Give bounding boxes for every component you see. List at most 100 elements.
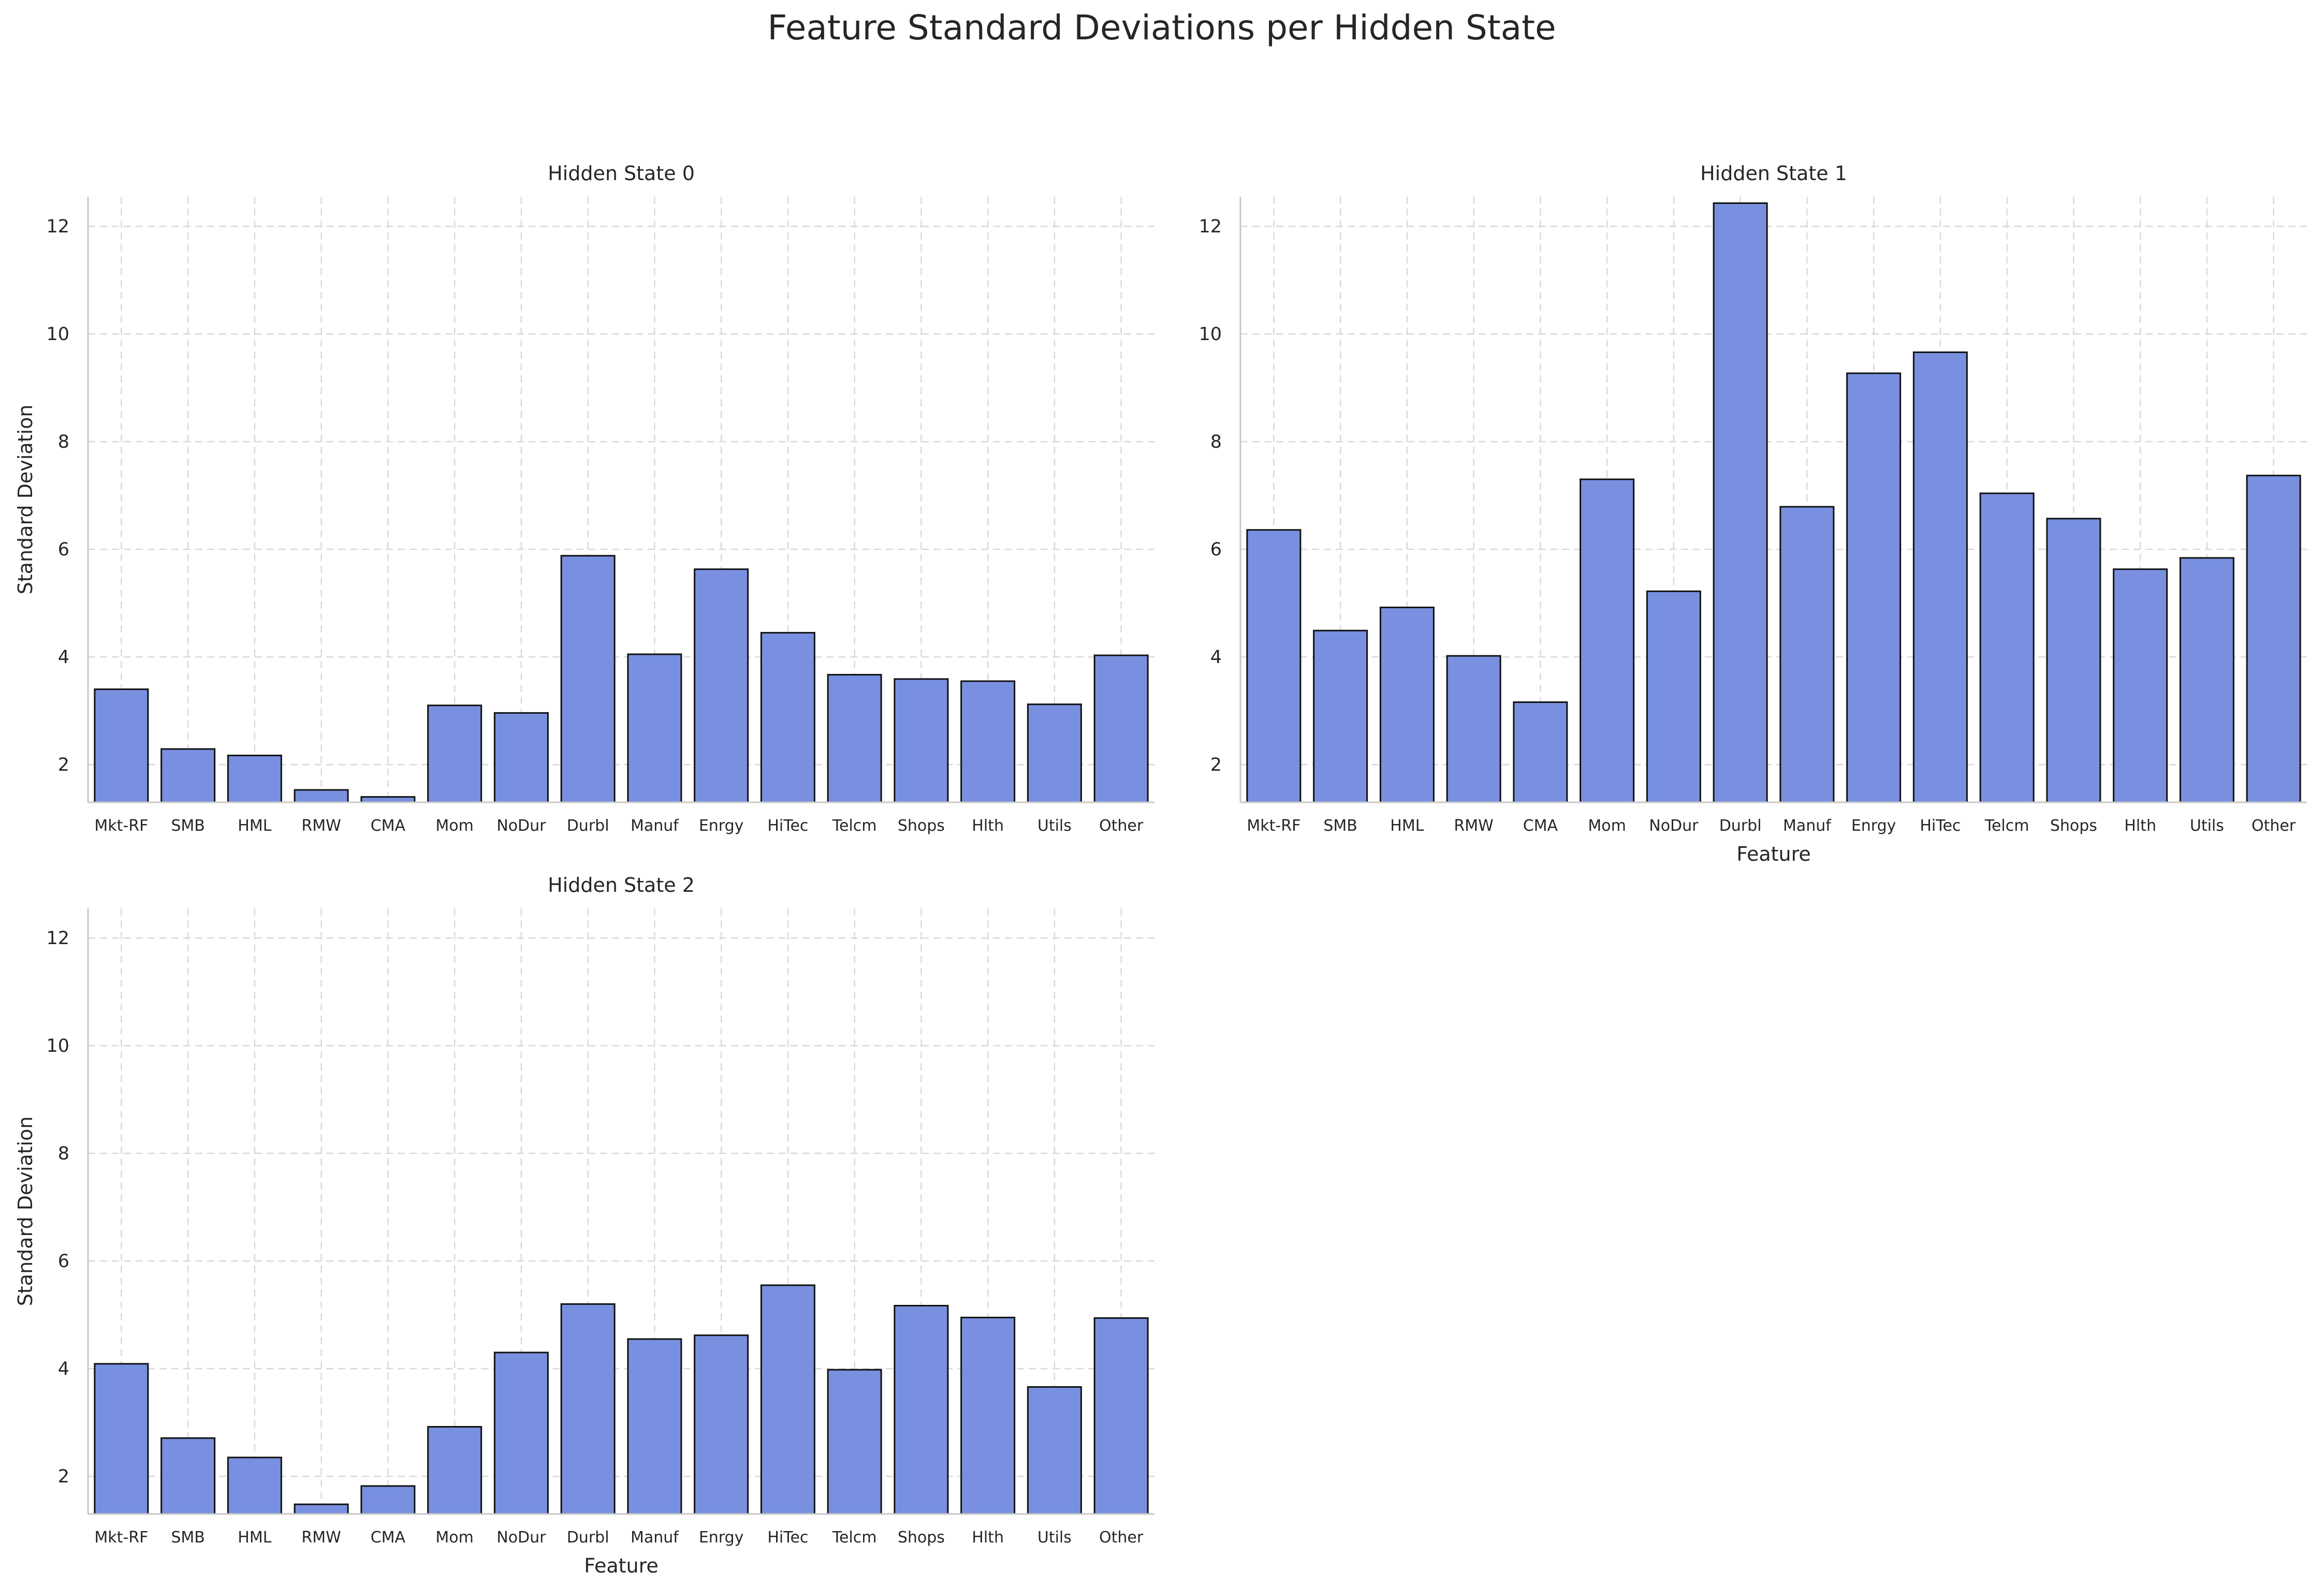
x-tick-label: Telcm	[1984, 817, 2029, 835]
x-tick-label: Utils	[2190, 817, 2224, 835]
bar-other	[1093, 654, 1149, 803]
subplot-title: Hidden State 2	[548, 874, 695, 896]
bar-manuf	[1779, 506, 1835, 803]
x-tick-label: Enrgy	[1851, 817, 1896, 835]
bar-shops	[894, 678, 949, 803]
y-tick-label: 12	[1198, 216, 1222, 237]
x-tick-label: NoDur	[1649, 817, 1699, 835]
x-tick-label: Durbl	[567, 817, 609, 835]
bar-telcm	[1979, 492, 2035, 803]
x-tick-label: RMW	[301, 817, 341, 835]
x-tick-label: SMB	[171, 817, 205, 835]
bar-enrgy	[694, 1334, 749, 1515]
bar-telcm	[827, 1369, 882, 1515]
bar-nodur	[493, 1351, 549, 1515]
y-tick-label: 12	[46, 928, 69, 949]
x-axis-label: Feature	[584, 1554, 659, 1573]
y-tick-label: 2	[1210, 755, 1222, 775]
x-tick-label: HiTec	[767, 1528, 808, 1547]
bar-hml	[1379, 607, 1435, 803]
bar-enrgy	[1846, 372, 1902, 803]
x-tick-label: HiTec	[1920, 817, 1961, 835]
bar-cma	[1513, 701, 1568, 803]
x-tick-label: SMB	[171, 1528, 205, 1547]
bar-durbl	[1713, 202, 1768, 803]
x-tick-label: Enrgy	[699, 817, 744, 835]
x-tick-label: Shops	[2050, 817, 2097, 835]
x-tick-label: Telcm	[832, 1528, 877, 1547]
bar-rmw	[294, 789, 349, 803]
x-tick-label: Hlth	[972, 1528, 1004, 1547]
bar-hitec	[760, 1284, 815, 1515]
x-tick-label: RMW	[301, 1528, 341, 1547]
bar-smb	[160, 748, 216, 803]
x-tick-label: HML	[238, 1528, 271, 1547]
bar-cma	[360, 796, 416, 803]
y-tick-label: 8	[58, 432, 69, 452]
bar-hlth	[960, 1316, 1016, 1515]
x-tick-label: CMA	[371, 817, 406, 835]
x-tick-label: Shops	[898, 1528, 945, 1547]
y-tick-label: 2	[58, 755, 69, 775]
bar-shops	[894, 1305, 949, 1515]
bar-rmw	[294, 1503, 349, 1515]
subplot-2: 2 4 6 8 10 12 Mkt-RF SMB HML RMW CMA Mom NoDur Durbl M…	[14, 874, 1154, 1573]
bar-hlth	[2113, 568, 2168, 803]
x-tick-label: Durbl	[1719, 817, 1762, 835]
bar-rmw	[1446, 655, 1501, 803]
x-tick-label: Durbl	[567, 1528, 609, 1547]
bar-mkt-rf	[94, 688, 149, 803]
x-tick-label: Enrgy	[699, 1528, 744, 1547]
x-tick-label: Mkt-RF	[1247, 817, 1300, 835]
y-tick-label: 6	[58, 539, 69, 560]
x-tick-label: Mom	[435, 817, 473, 835]
x-tick-label: RMW	[1454, 817, 1493, 835]
y-tick-label: 4	[1210, 647, 1222, 668]
subplot-0: 2 4 6 8 10 12 Mkt-RF SMB HML RMW CMA Mom NoDur Durbl M…	[14, 162, 1154, 835]
y-tick-label: 8	[1210, 432, 1222, 452]
bar-mom	[1580, 478, 1635, 803]
y-tick-label: 12	[46, 216, 69, 237]
y-tick-label: 6	[1210, 539, 1222, 560]
x-tick-label: NoDur	[496, 817, 546, 835]
y-tick-label: 8	[58, 1143, 69, 1164]
bar-shops	[2046, 518, 2101, 803]
bar-mkt-rf	[1246, 529, 1302, 803]
bar-nodur	[1646, 590, 1701, 803]
x-tick-label: Other	[2252, 817, 2296, 835]
x-tick-label: Mkt-RF	[94, 817, 148, 835]
bar-cma	[360, 1485, 416, 1515]
x-tick-label: Utils	[1037, 817, 1072, 835]
subplot-title: Hidden State 0	[548, 162, 695, 185]
x-tick-label: HML	[238, 817, 271, 835]
bar-telcm	[827, 674, 882, 803]
bar-hml	[227, 1457, 282, 1515]
x-tick-label: Mkt-RF	[94, 1528, 148, 1547]
x-tick-label: Hlth	[972, 817, 1004, 835]
x-tick-label: Hlth	[2124, 817, 2156, 835]
bar-enrgy	[694, 568, 749, 803]
subplot-title: Hidden State 1	[1700, 162, 1847, 185]
x-tick-label: Manuf	[1783, 817, 1832, 835]
bar-utils	[2179, 557, 2234, 803]
bar-nodur	[493, 712, 549, 803]
figure-title: Feature Standard Deviations per Hidden S…	[767, 8, 1556, 48]
bar-smb	[160, 1437, 216, 1515]
bar-durbl	[560, 1303, 616, 1515]
x-tick-label: Shops	[898, 817, 945, 835]
x-tick-label: Manuf	[631, 817, 679, 835]
bar-mkt-rf	[94, 1363, 149, 1515]
bar-durbl	[560, 555, 616, 803]
y-tick-label: 10	[1198, 324, 1222, 345]
x-tick-label: HiTec	[767, 817, 808, 835]
x-tick-label: Other	[1099, 817, 1144, 835]
y-tick-label: 4	[58, 1359, 69, 1379]
bar-hitec	[1912, 351, 1968, 803]
y-axis-label: Standard Deviation	[14, 405, 37, 595]
bar-smb	[1313, 629, 1368, 803]
y-tick-label: 4	[58, 647, 69, 668]
x-tick-label: CMA	[371, 1528, 406, 1547]
subplot-1: 2 4 6 8 10 12 Mkt-RF SMB HML RMW CMA Mom NoDur Durbl M…	[1198, 162, 2307, 865]
